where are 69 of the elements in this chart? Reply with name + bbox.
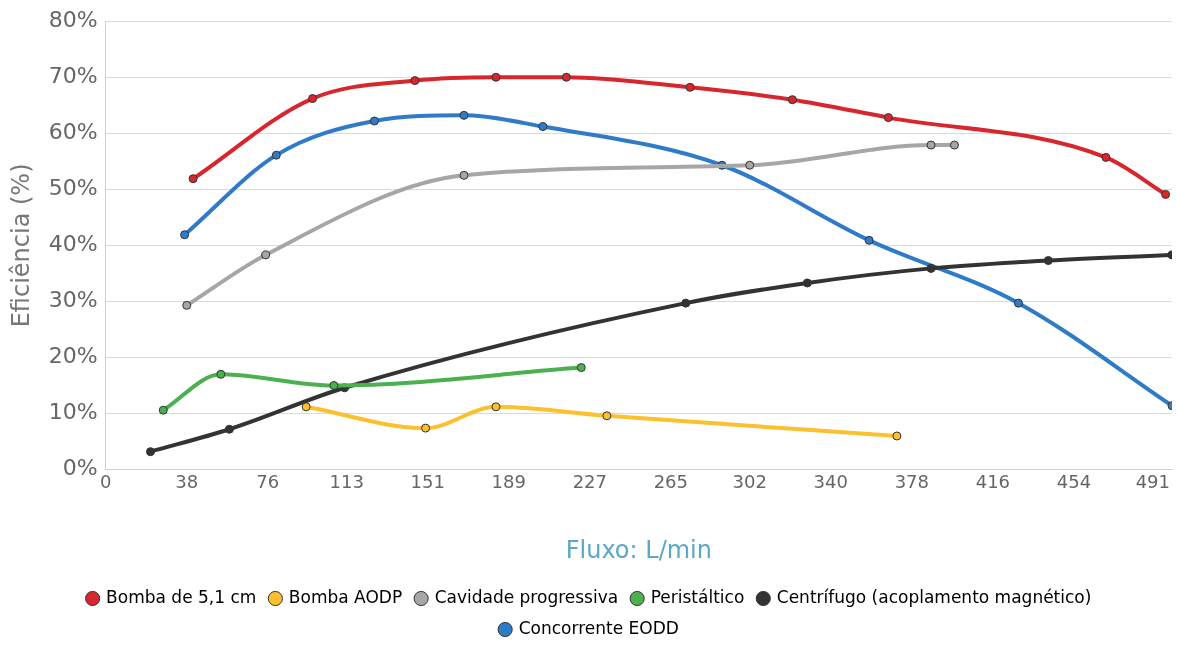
point: [926, 140, 936, 150]
legend-label: Bomba AODP: [288, 586, 403, 607]
x-tick-label: 378: [894, 471, 929, 493]
point: [745, 160, 755, 170]
point: [491, 402, 501, 412]
point: [261, 250, 271, 260]
legend-label: Cavidade progressiva: [434, 586, 619, 607]
point: [145, 447, 155, 457]
legend-label: Concorrente EODD: [518, 617, 679, 638]
x-tick-label: 302: [732, 471, 767, 493]
y-tick-label: 20%: [48, 343, 98, 369]
y-tick-label: 70%: [48, 62, 98, 88]
point: [949, 140, 959, 150]
legend-label: Bomba de 5,1 cm: [106, 586, 257, 607]
x-tick-label: 340: [813, 471, 848, 493]
y-tick-label: 50%: [48, 175, 98, 201]
point: [685, 82, 695, 92]
point: [421, 423, 431, 433]
point: [329, 381, 339, 391]
point: [787, 95, 797, 105]
point: [576, 363, 586, 373]
point: [224, 424, 234, 434]
point: [892, 431, 902, 441]
y-tick-label: 10%: [48, 399, 98, 425]
point: [1043, 256, 1053, 266]
x-axis-title: Fluxo: L/min: [565, 535, 712, 564]
x-tick-label: 227: [572, 471, 607, 493]
y-axis-title: Eficiência (%): [6, 163, 35, 328]
point: [301, 402, 311, 412]
point: [864, 235, 874, 245]
x-tick-label: 416: [975, 471, 1011, 493]
x-tick-label: 38: [175, 471, 199, 493]
point: [883, 113, 893, 123]
point: [459, 170, 469, 180]
point: [926, 263, 936, 273]
point: [158, 405, 168, 415]
x-tick-label: 76: [256, 471, 280, 493]
point: [369, 116, 379, 126]
point: [561, 72, 571, 82]
x-tick-label: 113: [329, 471, 364, 493]
x-tick-label: 265: [653, 471, 689, 493]
x-tick-label: 189: [491, 471, 526, 493]
y-tick-label: 40%: [48, 231, 98, 257]
point: [681, 298, 691, 308]
point: [602, 411, 612, 421]
point: [216, 369, 226, 379]
point: [182, 300, 192, 310]
y-tick-label: 30%: [48, 287, 98, 313]
y-tick-label: 80%: [48, 6, 98, 32]
point: [188, 174, 198, 184]
y-tick-label: 0%: [62, 455, 98, 481]
x-tick-label: 491: [1135, 471, 1170, 493]
point: [1013, 298, 1023, 308]
point: [802, 278, 812, 288]
point: [410, 76, 420, 86]
point: [180, 230, 190, 240]
point: [308, 94, 318, 104]
x-tick-label: 151: [410, 471, 445, 493]
point: [538, 122, 548, 132]
point: [1101, 152, 1111, 162]
point: [491, 72, 501, 82]
legend-label: Centrífugo (acoplamento magnético): [776, 586, 1092, 607]
x-tick-label: 0: [99, 471, 112, 493]
legend-label: Peristáltico: [650, 586, 745, 607]
point: [271, 150, 281, 160]
point: [459, 110, 469, 120]
point: [1161, 189, 1171, 199]
x-tick-label: 454: [1056, 471, 1092, 493]
y-tick-label: 60%: [48, 119, 98, 145]
